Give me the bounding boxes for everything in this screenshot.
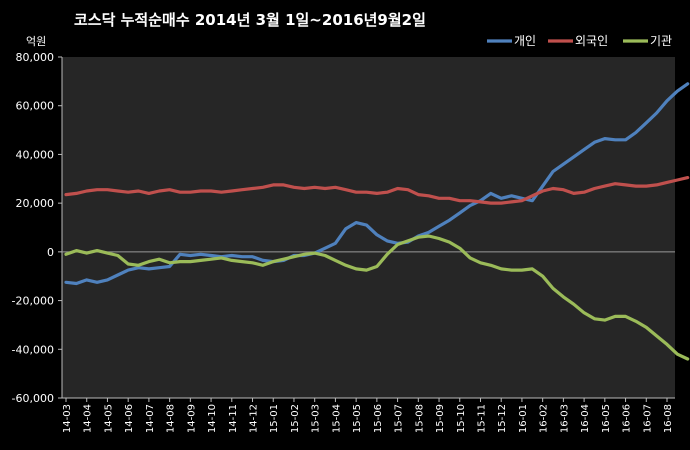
x-tick-label: 16-06: [622, 404, 633, 433]
x-tick-label: 15-12: [497, 404, 508, 433]
y-tick-label: 80,000: [16, 51, 55, 64]
y-tick-label: 20,000: [16, 197, 55, 210]
x-tick-label: 14-06: [124, 404, 135, 433]
series-line-2: [64, 176, 690, 205]
x-tick-label: 15-10: [456, 404, 467, 433]
x-tick-label: 15-02: [290, 404, 301, 433]
x-tick-label: 14-07: [145, 404, 156, 433]
legend-label-2: 외국인: [575, 34, 608, 48]
x-tick-label: 16-07: [642, 404, 653, 433]
x-tick-label: 16-08: [663, 404, 674, 433]
x-tick-label: 15-07: [394, 404, 405, 433]
x-tick-label: 15-04: [331, 404, 342, 433]
y-tick-label: -40,000: [12, 343, 54, 356]
y-tick-label: -60,000: [12, 392, 54, 405]
legend: 개인 외국인 기관: [487, 34, 672, 48]
y-tick-label: -20,000: [12, 295, 54, 308]
y-axis: 80,000 60,000 40,000 20,000 0 -20,000 -40,000 -…: [12, 51, 63, 405]
x-tick-label: 15-09: [435, 404, 446, 433]
x-axis: 14-03 14-04 14-05 14-06 14-07 14-08 14-09 14-10…: [62, 397, 675, 433]
x-tick-label: 14-08: [166, 404, 177, 433]
x-tick-label: 14-05: [103, 404, 114, 433]
x-tick-label: 16-02: [539, 404, 550, 433]
x-tick-label: 14-04: [83, 404, 94, 433]
legend-label-3: 기관: [650, 34, 672, 48]
chart-title: 코스닥 누적순매수 2014년 3월 1일~2016년9월2일: [74, 11, 426, 29]
x-tick-label: 14-03: [62, 404, 73, 433]
y-tick-label: 60,000: [16, 100, 55, 113]
x-tick-label: 15-01: [269, 404, 280, 433]
y-axis-unit-label: 억원: [26, 35, 46, 48]
x-tick-label: 16-01: [518, 404, 529, 433]
legend-label-1: 개인: [514, 34, 536, 48]
x-tick-label: 16-03: [559, 404, 570, 433]
x-tick-label: 15-05: [352, 404, 363, 433]
x-tick-label: 15-08: [414, 404, 425, 433]
x-tick-label: 14-11: [228, 404, 239, 433]
x-tick-label: 15-11: [476, 404, 487, 433]
x-tick-label: 14-12: [249, 404, 260, 433]
y-tick-label: 0: [47, 246, 54, 259]
x-tick-label: 14-10: [207, 404, 218, 433]
y-tick-label: 40,000: [16, 148, 55, 161]
x-tick-label: 14-09: [186, 404, 197, 433]
x-tick-label: 15-03: [311, 404, 322, 433]
x-tick-label: 16-04: [580, 404, 591, 433]
series-line-1: [64, 82, 690, 286]
series-line-3: [64, 234, 690, 361]
x-tick-label: 16-05: [601, 404, 612, 433]
series-lines: [64, 82, 690, 361]
x-tick-label: 15-06: [373, 404, 384, 433]
